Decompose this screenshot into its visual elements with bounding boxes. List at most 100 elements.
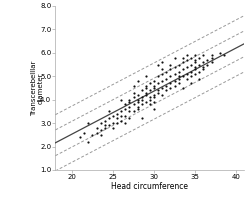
Point — [156, 75, 160, 78]
Point — [164, 77, 168, 80]
Point — [156, 91, 160, 94]
Point — [115, 112, 119, 115]
Point — [193, 72, 197, 76]
Point — [136, 107, 140, 111]
Point — [193, 65, 197, 69]
Point — [169, 86, 173, 90]
Point — [189, 82, 193, 85]
Point — [210, 54, 214, 57]
Point — [169, 68, 173, 71]
Y-axis label: Transcerebelllar
diameter: Transcerebelllar diameter — [31, 60, 44, 116]
Point — [144, 91, 148, 94]
Point — [111, 115, 115, 118]
Point — [148, 96, 152, 99]
Point — [160, 72, 164, 76]
Point — [197, 70, 201, 73]
Point — [90, 133, 94, 136]
Point — [127, 100, 131, 104]
Point — [189, 56, 193, 59]
Point — [185, 54, 189, 57]
Point — [136, 93, 140, 97]
Point — [82, 131, 86, 134]
Point — [201, 54, 205, 57]
Point — [99, 133, 103, 136]
Point — [115, 122, 119, 125]
Point — [185, 77, 189, 80]
Point — [177, 70, 181, 73]
Point — [78, 136, 82, 139]
Point — [189, 75, 193, 78]
Point — [94, 126, 99, 129]
Point — [210, 56, 214, 59]
Point — [169, 82, 173, 85]
Point — [156, 63, 160, 66]
Point — [201, 61, 205, 64]
Point — [148, 103, 152, 106]
Point — [160, 79, 164, 83]
Point — [160, 86, 164, 90]
Point — [164, 84, 168, 87]
Point — [99, 129, 103, 132]
Point — [144, 86, 148, 90]
Point — [107, 117, 111, 120]
Point — [140, 103, 144, 106]
X-axis label: Head circumference: Head circumference — [111, 182, 188, 191]
Point — [193, 54, 197, 57]
Point — [201, 65, 205, 69]
Point — [152, 86, 156, 90]
Point — [132, 84, 136, 87]
Point — [156, 89, 160, 92]
Point — [136, 79, 140, 83]
Point — [173, 72, 177, 76]
Point — [173, 79, 177, 83]
Point — [169, 63, 173, 66]
Point — [177, 63, 181, 66]
Point — [181, 61, 185, 64]
Point — [173, 65, 177, 69]
Point — [189, 70, 193, 73]
Point — [136, 98, 140, 101]
Point — [148, 89, 152, 92]
Point — [173, 84, 177, 87]
Point — [156, 82, 160, 85]
Point — [111, 126, 115, 129]
Point — [177, 82, 181, 85]
Point — [222, 54, 226, 57]
Point — [152, 96, 156, 99]
Point — [160, 93, 164, 97]
Point — [181, 56, 185, 59]
Point — [160, 68, 164, 71]
Point — [140, 117, 144, 120]
Point — [218, 51, 222, 54]
Point — [123, 122, 127, 125]
Point — [193, 58, 197, 61]
Point — [152, 84, 156, 87]
Point — [169, 75, 173, 78]
Point — [148, 82, 152, 85]
Point — [136, 105, 140, 108]
Point — [164, 89, 168, 92]
Point — [197, 56, 201, 59]
Point — [193, 68, 197, 71]
Point — [185, 58, 189, 61]
Point — [140, 98, 144, 101]
Point — [193, 61, 197, 64]
Point — [177, 75, 181, 78]
Point — [181, 75, 185, 78]
Point — [132, 103, 136, 106]
Point — [127, 110, 131, 113]
Point — [99, 122, 103, 125]
Point — [197, 63, 201, 66]
Point — [177, 77, 181, 80]
Point — [148, 98, 152, 101]
Point — [152, 79, 156, 83]
Point — [136, 100, 140, 104]
Point — [132, 96, 136, 99]
Point — [144, 100, 148, 104]
Point — [119, 115, 123, 118]
Point — [132, 91, 136, 94]
Point — [127, 105, 131, 108]
Point — [205, 58, 209, 61]
Point — [144, 93, 148, 97]
Point — [103, 124, 107, 127]
